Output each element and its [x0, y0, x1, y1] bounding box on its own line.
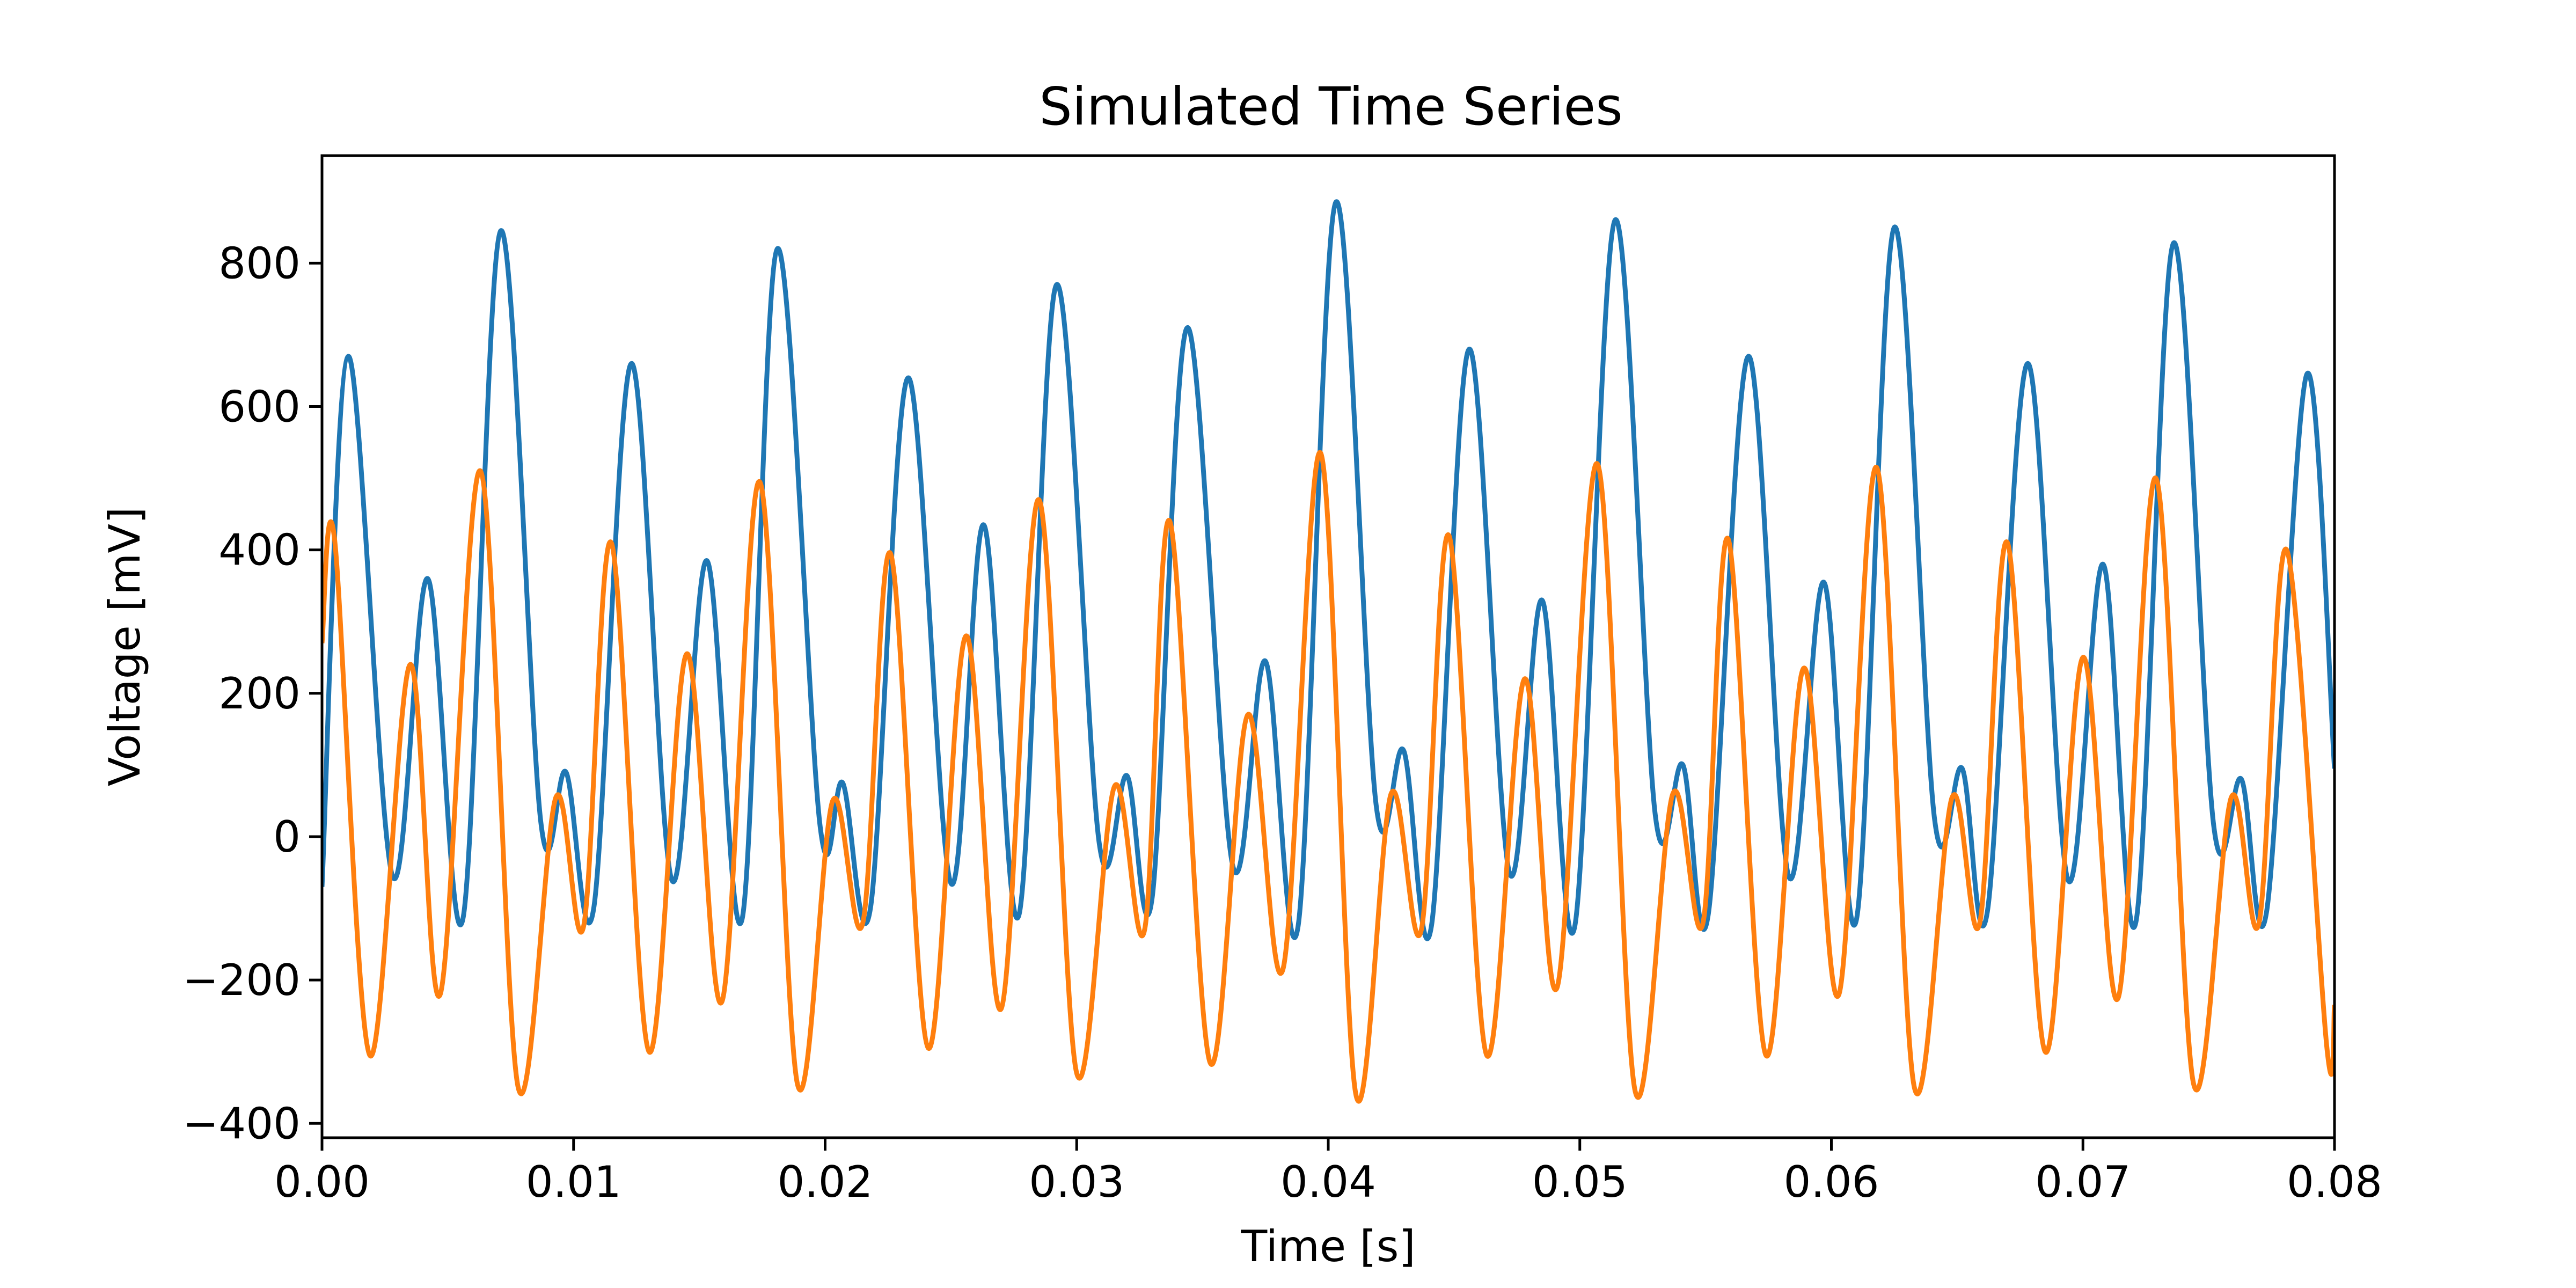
y-axis-label: Voltage [mV] — [100, 507, 150, 787]
x-tick-label: 0.00 — [274, 1157, 370, 1207]
x-tick-label: 0.04 — [1280, 1157, 1376, 1207]
y-tick-label: −400 — [182, 1099, 301, 1148]
x-tick-label: 0.08 — [2287, 1157, 2382, 1207]
y-tick-label: −200 — [182, 955, 301, 1005]
y-tick-label: 400 — [218, 525, 301, 575]
series-line-1 — [322, 199, 2334, 941]
x-tick-label: 0.01 — [526, 1157, 621, 1207]
x-tick-label: 0.03 — [1029, 1157, 1124, 1207]
y-tick-label: 0 — [273, 812, 301, 862]
y-tick-label: 800 — [218, 238, 301, 288]
x-axis-label: Time [s] — [1240, 1221, 1415, 1271]
series-line-2 — [322, 450, 2334, 1104]
chart-title: Simulated Time Series — [1039, 76, 1623, 137]
x-tick-label: 0.06 — [1783, 1157, 1879, 1207]
y-tick-label: 600 — [218, 382, 301, 432]
series-layer — [322, 199, 2334, 1104]
x-tick-label: 0.05 — [1532, 1157, 1628, 1207]
x-axis: 0.00 0.01 0.02 0.03 0.04 0.05 0.06 0.07 0.08 — [274, 1138, 2382, 1207]
y-tick-label: 200 — [218, 669, 301, 719]
x-tick-label: 0.07 — [2035, 1157, 2131, 1207]
x-tick-label: 0.02 — [777, 1157, 873, 1207]
y-axis: −400 −200 0 200 400 600 800 — [182, 238, 322, 1148]
